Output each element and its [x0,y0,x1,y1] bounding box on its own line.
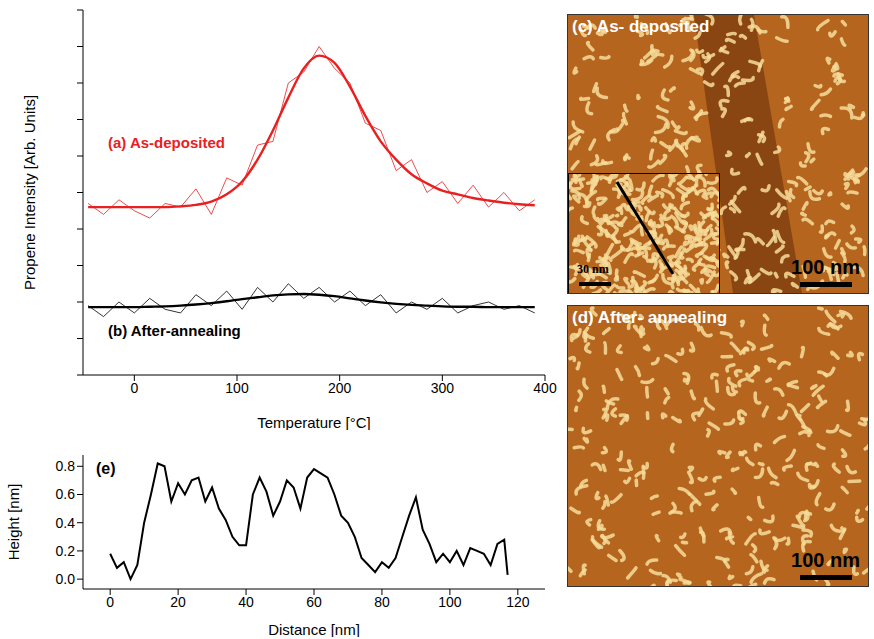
svg-text:Distance [nm]: Distance [nm] [268,621,360,637]
html-text:(a) As-deposited: (a) As-deposited [108,134,225,151]
svg-text:300: 300 [431,380,455,396]
html-text:(b) After-annealing: (b) After-annealing [108,322,241,339]
html-text:100 nm: 100 nm [791,256,860,278]
svg-text:200: 200 [328,380,352,396]
svg-text:60: 60 [306,594,322,610]
svg-text:0.8: 0.8 [56,458,76,474]
svg-text:40: 40 [238,594,254,610]
svg-text:0.2: 0.2 [56,543,76,559]
svg-text:100: 100 [438,594,462,610]
html-text:(c) As- deposited: (c) As- deposited [572,17,710,36]
svg-text:120: 120 [506,594,530,610]
svg-text:Height [nm]: Height [nm] [5,484,22,561]
svg-text:0.4: 0.4 [56,515,76,531]
svg-text:0: 0 [130,380,138,396]
svg-text:Temperature [°C]: Temperature [°C] [257,414,371,430]
svg-text:400: 400 [533,380,557,396]
svg-text:80: 80 [374,594,390,610]
html-text:(d) After- annealing: (d) After- annealing [572,308,728,327]
html-text:30 nm: 30 nm [577,262,609,276]
svg-text:0.0: 0.0 [56,571,76,587]
svg-text:100: 100 [225,380,249,396]
html-text:(e): (e) [96,460,116,477]
svg-text:20: 20 [170,594,186,610]
html-text:100 nm: 100 nm [791,549,860,571]
svg-text:Propene Intensity [Arb. Units]: Propene Intensity [Arb. Units] [21,95,38,290]
svg-text:0.6: 0.6 [56,486,76,502]
svg-text:0: 0 [106,594,114,610]
